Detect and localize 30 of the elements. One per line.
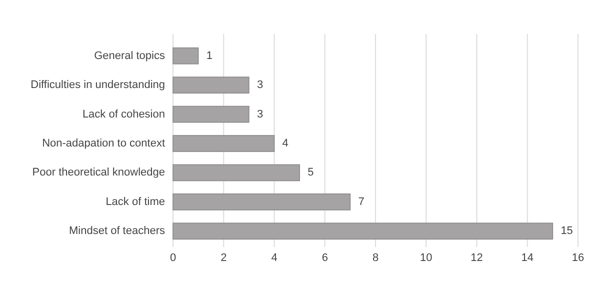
data-label: 4 xyxy=(282,138,288,150)
data-label: 3 xyxy=(256,79,264,92)
y-tick-label: Lack of cohesion xyxy=(82,108,165,120)
data-label: 3 xyxy=(256,108,264,120)
x-tick-label: 12 xyxy=(470,252,483,264)
bar xyxy=(172,47,199,64)
y-tick-label: Lack of time xyxy=(106,196,165,208)
x-tick-label: 2 xyxy=(220,252,227,264)
x-tick-label: 6 xyxy=(322,252,328,264)
bar xyxy=(172,76,250,94)
x-tick-label: 0 xyxy=(170,252,176,264)
bar xyxy=(172,135,275,152)
data-label: 15 xyxy=(560,225,573,238)
bar xyxy=(172,193,351,210)
x-tick-label: 8 xyxy=(372,252,379,264)
data-label: 7 xyxy=(358,196,364,208)
x-tick-label: 4 xyxy=(271,252,278,264)
bar xyxy=(172,106,250,123)
x-tick-label: 14 xyxy=(521,252,534,264)
y-tick-label: Poor theoretical knowledge xyxy=(32,166,165,179)
data-label: 1 xyxy=(206,50,212,62)
x-tick-label: 10 xyxy=(420,252,432,264)
y-tick-label: Mindset of teachers xyxy=(69,225,166,238)
bar xyxy=(172,222,554,240)
y-tick-label: Non-adapation to context xyxy=(42,138,165,150)
x-tick-label: 16 xyxy=(572,252,584,264)
y-tick-label: General topics xyxy=(94,50,166,62)
y-tick-label: Difficulties in understanding xyxy=(30,79,165,92)
bar xyxy=(172,164,300,182)
data-label: 5 xyxy=(308,166,314,179)
